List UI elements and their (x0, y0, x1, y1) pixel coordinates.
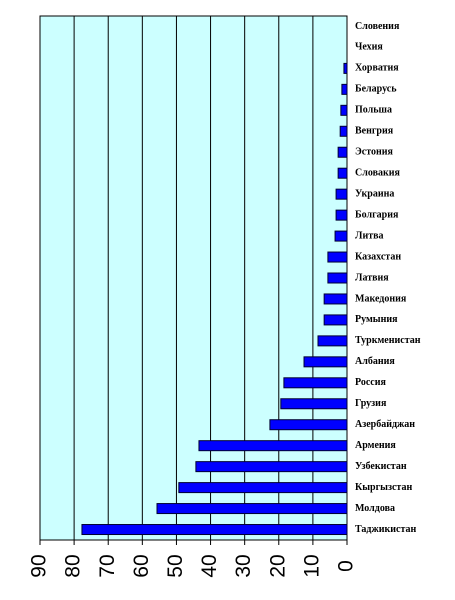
bar (327, 251, 348, 263)
category-label: Болгария (355, 209, 399, 220)
bar (323, 314, 348, 326)
bar (334, 230, 348, 242)
x-tick-label: 30 (232, 554, 255, 577)
bar (280, 398, 348, 410)
x-tick-label: 80 (62, 554, 85, 577)
bar (81, 524, 348, 536)
category-label: Узбекистан (355, 461, 407, 472)
bar (327, 272, 348, 284)
bar (335, 209, 348, 221)
bar (340, 104, 348, 116)
category-label: Албания (355, 356, 395, 367)
x-tick-label: 40 (198, 554, 221, 577)
category-label: Венгрия (355, 126, 394, 137)
bar (156, 503, 348, 515)
category-label: Литва (355, 230, 384, 241)
bar (317, 335, 348, 347)
category-label: Польша (355, 105, 392, 116)
x-tick-label: 10 (300, 554, 323, 577)
bar (337, 167, 348, 179)
bar (303, 356, 348, 368)
bar (335, 188, 348, 200)
category-label: Румыния (355, 314, 398, 325)
category-label: Молдова (355, 503, 395, 514)
bar (198, 440, 348, 452)
category-label: Украина (355, 188, 394, 199)
bar (283, 377, 348, 389)
category-label: Казахстан (355, 251, 401, 262)
category-label: Азербайджан (355, 419, 415, 430)
category-label: Эстония (355, 147, 394, 158)
x-tick-label: 70 (96, 554, 119, 577)
category-label: Словения (355, 21, 400, 32)
x-tick-label: 60 (130, 554, 153, 577)
category-label: Словакия (355, 167, 401, 178)
bar (341, 83, 348, 95)
category-label: Латвия (355, 272, 389, 283)
category-label: Туркменистан (355, 335, 421, 346)
bar (323, 293, 348, 305)
x-tick-label: 0 (335, 560, 358, 572)
bar (178, 482, 348, 494)
bar (337, 146, 348, 158)
category-label: Чехия (355, 42, 383, 53)
bar (339, 125, 348, 137)
category-label: Кыргызстан (355, 482, 412, 493)
bar (269, 419, 348, 431)
category-label: Македония (355, 293, 407, 304)
bar (195, 461, 348, 473)
x-tick-label: 50 (164, 554, 187, 577)
category-label: Россия (355, 377, 386, 388)
x-tick-label: 20 (266, 554, 289, 577)
category-label: Армения (355, 440, 396, 451)
category-label: Беларусь (355, 84, 397, 95)
plot-area (39, 15, 348, 541)
category-label: Грузия (355, 398, 387, 409)
category-label: Таджикистан (355, 524, 416, 535)
x-tick-label: 90 (28, 554, 51, 577)
bar (343, 62, 348, 74)
category-label: Хорватия (355, 63, 399, 74)
